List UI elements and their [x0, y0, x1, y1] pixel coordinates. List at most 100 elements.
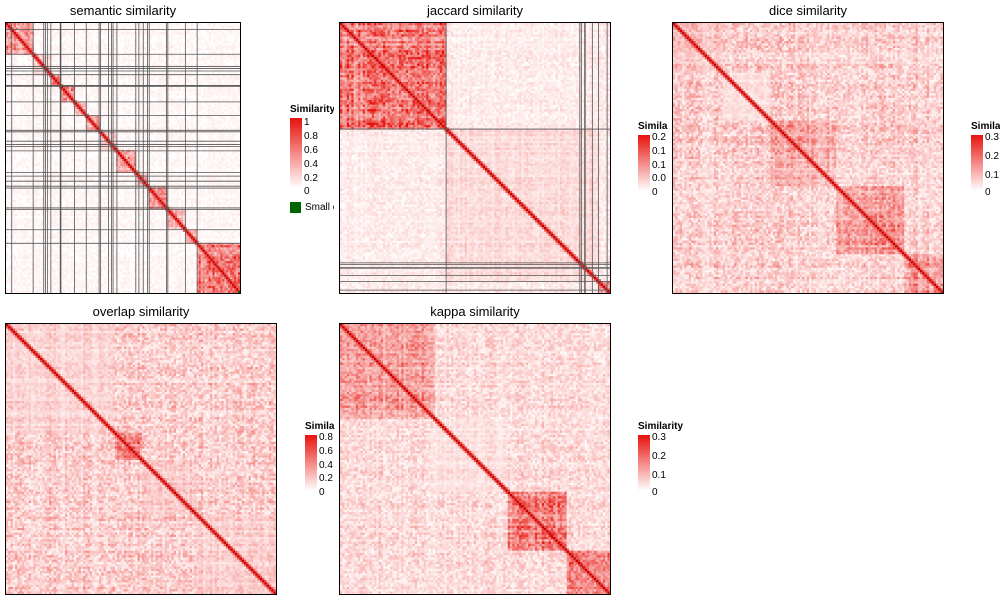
- heatmap-cell: [222, 50, 224, 53]
- heatmap-cell: [104, 32, 106, 35]
- heatmap-cell: [240, 157, 241, 160]
- heatmap-cell: [96, 82, 98, 85]
- heatmap-cell: [187, 77, 189, 80]
- heatmap-cell: [175, 118, 177, 121]
- heatmap-cell: [228, 23, 230, 26]
- heatmap-cell: [87, 98, 89, 101]
- heatmap-cell: [51, 150, 53, 153]
- heatmap-cell: [95, 64, 97, 67]
- heatmap-cell: [6, 55, 8, 58]
- heatmap-cell: [187, 46, 189, 49]
- heatmap-cell: [130, 105, 132, 108]
- heatmap-cell: [226, 64, 228, 67]
- heatmap-cell: [224, 120, 226, 123]
- heatmap-cell: [238, 118, 240, 121]
- heatmap-cell: [169, 37, 171, 40]
- heatmap-cell: [171, 132, 173, 135]
- heatmap-cell: [224, 109, 226, 112]
- heatmap-cell: [232, 43, 234, 46]
- heatmap-cell: [36, 111, 38, 114]
- heatmap-cell: [230, 154, 232, 157]
- heatmap-cell: [214, 152, 216, 155]
- heatmap-cell: [240, 68, 241, 71]
- heatmap-cell: [51, 30, 53, 33]
- heatmap-cell: [26, 102, 28, 105]
- heatmap-cell: [22, 75, 24, 78]
- heatmap-cell: [83, 57, 85, 60]
- heatmap-cell: [179, 55, 181, 58]
- heatmap-cell: [209, 157, 211, 160]
- heatmap-cell: [234, 89, 236, 92]
- heatmap-cell: [199, 164, 201, 167]
- heatmap-cell: [67, 43, 69, 46]
- heatmap-cell: [199, 30, 201, 33]
- heatmap-cell: [189, 102, 191, 105]
- heatmap-cell: [57, 116, 59, 119]
- heatmap-cell: [152, 80, 154, 83]
- heatmap-cell: [91, 62, 93, 65]
- heatmap-cell: [152, 109, 154, 112]
- heatmap-cell: [77, 116, 79, 119]
- heatmap-cell: [67, 164, 69, 167]
- heatmap-cell: [240, 102, 241, 105]
- heatmap-cell: [201, 48, 203, 51]
- heatmap-cell: [28, 91, 30, 94]
- heatmap-cell: [20, 116, 22, 119]
- heatmap-cell: [28, 57, 30, 60]
- heatmap-cell: [218, 125, 220, 128]
- heatmap-cell: [87, 105, 89, 108]
- heatmap-cell: [187, 159, 189, 162]
- heatmap-cell: [36, 34, 38, 37]
- heatmap-cell: [163, 23, 165, 26]
- heatmap-cell: [122, 55, 124, 58]
- heatmap-cell: [65, 50, 67, 53]
- heatmap-cell: [173, 150, 175, 153]
- heatmap-cell: [161, 64, 163, 67]
- heatmap-cell: [230, 32, 232, 35]
- heatmap-cell: [120, 91, 122, 94]
- heatmap-cell: [222, 159, 224, 162]
- heatmap-cell: [69, 75, 71, 78]
- heatmap-cell: [154, 125, 156, 128]
- heatmap-cell: [203, 98, 205, 101]
- heatmap-cell: [216, 159, 218, 162]
- heatmap-cell: [128, 111, 130, 114]
- heatmap-cell: [150, 152, 152, 155]
- heatmap-cell: [95, 164, 97, 167]
- heatmap-cell: [154, 166, 156, 169]
- heatmap-cell: [240, 91, 241, 94]
- heatmap-cell: [120, 93, 122, 96]
- heatmap-cell: [222, 111, 224, 114]
- heatmap-cell: [61, 152, 63, 155]
- heatmap-cell: [8, 96, 10, 99]
- heatmap-cell: [144, 98, 146, 101]
- heatmap-cell: [226, 111, 228, 114]
- heatmap-cell: [216, 123, 218, 126]
- heatmap-cell: [20, 82, 22, 85]
- heatmap-cell: [203, 150, 205, 153]
- heatmap-cell: [16, 96, 18, 99]
- heatmap-cell: [132, 136, 134, 139]
- heatmap-cell: [22, 166, 24, 169]
- heatmap-cell: [159, 62, 161, 65]
- heatmap-cell: [63, 23, 65, 26]
- heatmap-cell: [14, 109, 16, 112]
- heatmap-cell: [191, 152, 193, 155]
- heatmap-cell: [240, 75, 241, 78]
- heatmap-cell: [36, 136, 38, 139]
- heatmap-svg: [6, 23, 241, 294]
- heatmap-cell: [234, 34, 236, 37]
- heatmap-cell: [132, 34, 134, 37]
- heatmap-cell: [173, 55, 175, 58]
- heatmap-cell: [177, 102, 179, 105]
- chart-title: semantic similarity: [5, 3, 241, 18]
- heatmap-cell: [144, 75, 146, 78]
- heatmap-cell: [16, 152, 18, 155]
- heatmap-cell: [28, 98, 30, 101]
- heatmap-cell: [24, 152, 26, 155]
- heatmap-cell: [191, 159, 193, 162]
- heatmap-cell: [71, 30, 73, 33]
- heatmap-cell: [34, 98, 36, 101]
- heatmap-cell: [175, 57, 177, 60]
- heatmap-cell: [205, 152, 207, 155]
